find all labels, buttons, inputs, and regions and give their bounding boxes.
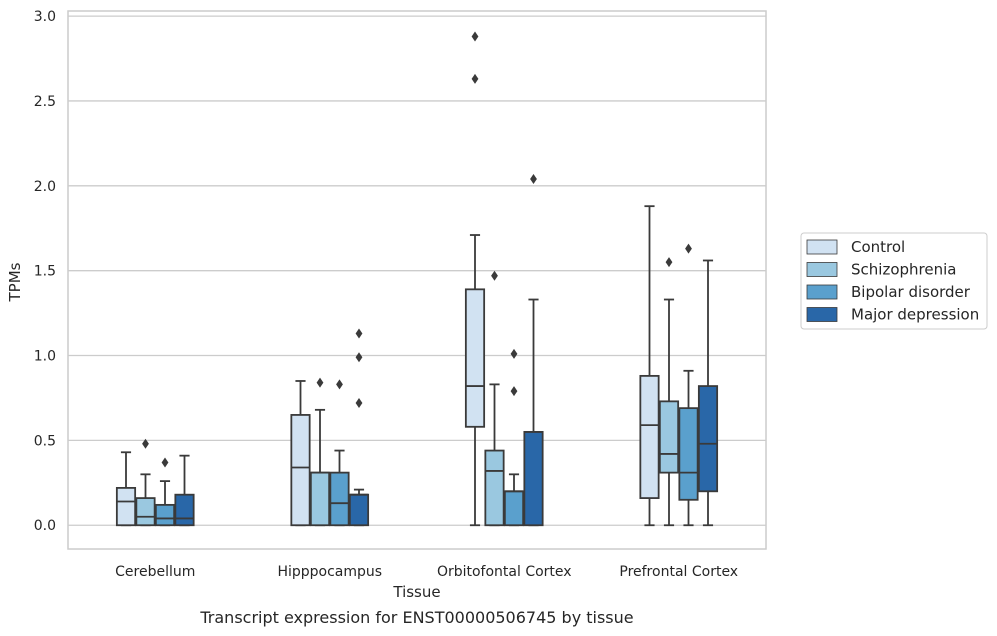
legend-label: Major depression [851, 306, 979, 324]
iqr-box [464, 288, 486, 428]
legend-label: Bipolar disorder [851, 283, 971, 301]
outlier-point [685, 243, 692, 254]
x-axis-title: Tissue [392, 583, 440, 601]
legend-swatch [806, 239, 838, 255]
iqr-box [329, 471, 350, 527]
iqr-box [115, 487, 137, 527]
y-tick-label: 2.5 [34, 94, 56, 110]
legend-swatch [806, 284, 838, 300]
box-group [503, 348, 525, 527]
iqr-box [174, 493, 195, 527]
y-tick-label: 1.0 [34, 349, 56, 365]
y-axis-title: TPMs [6, 262, 24, 302]
outlier-point [355, 398, 363, 409]
outlier-point [355, 328, 363, 339]
box-group [348, 328, 370, 527]
x-tick-labels: Cerebellum Hipppocampus Orbitofontal Corte… [115, 564, 738, 580]
legend-swatch [806, 307, 838, 322]
outlier-point [471, 31, 479, 42]
iqr-box [290, 414, 311, 527]
outlier-point [510, 348, 518, 359]
x-tick-label: Cerebellum [115, 564, 195, 580]
box-group [678, 243, 699, 527]
gridlines [68, 15, 766, 526]
outlier-point [161, 457, 169, 468]
y-tick-label: 0.0 [34, 518, 56, 534]
box-group [639, 205, 660, 527]
iqr-box [484, 449, 505, 527]
iqr-box [154, 503, 176, 527]
box-group [135, 438, 156, 527]
outlier-point [491, 270, 498, 281]
iqr-box [678, 407, 699, 501]
legend-swatch [806, 262, 838, 277]
outlier-point [316, 377, 324, 388]
y-tick-label: 0.5 [34, 433, 56, 449]
y-tick-labels: 0.0 0.5 1.0 1.5 2.0 2.5 3.0 [34, 9, 56, 534]
x-tick-label: Hipppocampus [277, 564, 382, 580]
box-group [154, 457, 176, 527]
box-group [484, 270, 505, 527]
x-tick-label: Orbitofontal Cortex [437, 564, 572, 580]
iqr-box [309, 471, 331, 527]
iqr-box [697, 385, 719, 493]
y-tick-label: 2.0 [34, 179, 56, 195]
outlier-point [142, 438, 149, 449]
box-group [464, 31, 486, 527]
outlier-point [336, 379, 343, 390]
outlier-point [510, 386, 518, 397]
box-group [290, 380, 311, 527]
outlier-point [471, 73, 479, 84]
box-group [309, 377, 331, 527]
legend-label: Schizophrenia [851, 261, 956, 279]
box-group [658, 257, 680, 527]
iqr-box [639, 374, 660, 499]
chart-caption: Transcript expression for ENST0000050674… [199, 608, 633, 627]
box-group [697, 259, 719, 527]
legend-label: Control [851, 238, 905, 256]
iqr-box [523, 430, 544, 527]
box-group [115, 451, 137, 527]
legend: Control Schizophrenia Bipolar disorder Majo… [800, 232, 988, 330]
outlier-point [530, 174, 537, 185]
iqr-box [348, 493, 370, 527]
y-tick-label: 3.0 [34, 9, 56, 25]
y-tick-label: 1.5 [34, 264, 56, 280]
box-group [523, 174, 544, 527]
iqr-box [503, 490, 525, 527]
x-tick-label: Prefrontal Cortex [619, 564, 738, 580]
box-group [174, 454, 195, 527]
box-groups [115, 31, 719, 527]
outlier-point [355, 352, 363, 363]
box-group [329, 379, 350, 527]
iqr-box [135, 497, 156, 527]
outlier-point [665, 257, 673, 268]
legend-frame [800, 232, 988, 330]
iqr-box [658, 400, 680, 474]
plot-frame [67, 10, 767, 550]
